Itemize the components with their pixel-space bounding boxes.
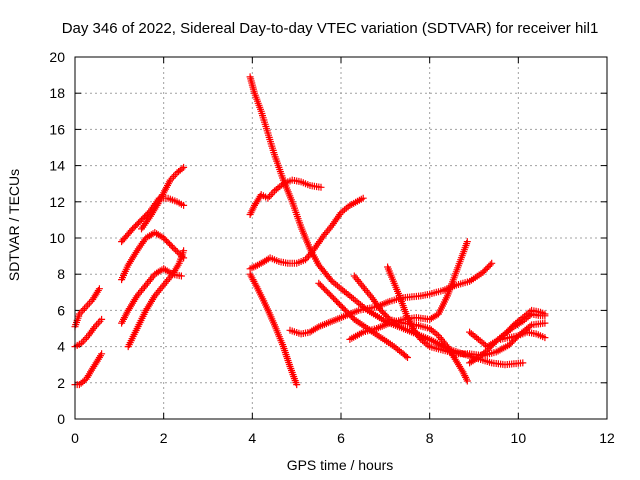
y-axis: 0 2 4 6 8 10 12 14 16 18 20 <box>49 49 607 427</box>
x-axis-label: GPS time / hours <box>287 457 394 473</box>
series-markers <box>246 176 325 218</box>
series-s11 <box>246 194 367 273</box>
x-tick-label: 10 <box>511 430 527 446</box>
series-s14 <box>315 279 411 361</box>
y-tick-label: 14 <box>49 158 65 174</box>
series-s17 <box>384 263 549 360</box>
series-markers <box>118 229 188 284</box>
series-markers <box>497 328 549 343</box>
series-markers <box>384 263 549 360</box>
grid <box>75 57 607 419</box>
series-markers <box>466 306 549 367</box>
plot-frame <box>74 56 608 420</box>
y-axis-label: SDTVAR / TECUs <box>6 169 22 281</box>
series-s12 <box>246 270 301 389</box>
series-markers <box>315 279 411 361</box>
y-tick-label: 18 <box>49 85 65 101</box>
y-tick-label: 12 <box>49 194 65 210</box>
x-tick-label: 12 <box>599 430 615 446</box>
series-markers <box>246 194 367 273</box>
series-s20 <box>497 328 549 343</box>
series-markers <box>346 238 471 343</box>
x-tick-label: 4 <box>248 430 256 446</box>
y-tick-label: 2 <box>57 375 65 391</box>
y-tick-label: 20 <box>49 49 65 65</box>
series-s15 <box>346 238 471 343</box>
series-markers <box>138 163 188 233</box>
y-tick-label: 16 <box>49 121 65 137</box>
series-s8 <box>124 247 188 351</box>
data-series <box>71 73 549 389</box>
x-tick-label: 8 <box>426 430 434 446</box>
x-axis: 0 2 4 6 8 10 12 <box>71 57 615 446</box>
series-s19 <box>466 306 549 367</box>
x-tick-label: 0 <box>71 430 79 446</box>
x-tick-label: 2 <box>160 430 168 446</box>
chart-title: Day 346 of 2022, Sidereal Day-to-day VTE… <box>62 20 599 37</box>
series-markers <box>246 270 301 389</box>
series-s10 <box>246 176 325 218</box>
x-tick-label: 6 <box>337 430 345 446</box>
y-tick-label: 4 <box>57 339 65 355</box>
y-tick-label: 8 <box>57 266 65 282</box>
series-markers <box>124 247 188 351</box>
y-tick-label: 10 <box>49 230 65 246</box>
series-s5 <box>138 163 188 233</box>
y-tick-label: 0 <box>57 411 65 427</box>
series-s6 <box>118 229 188 284</box>
y-tick-label: 6 <box>57 302 65 318</box>
